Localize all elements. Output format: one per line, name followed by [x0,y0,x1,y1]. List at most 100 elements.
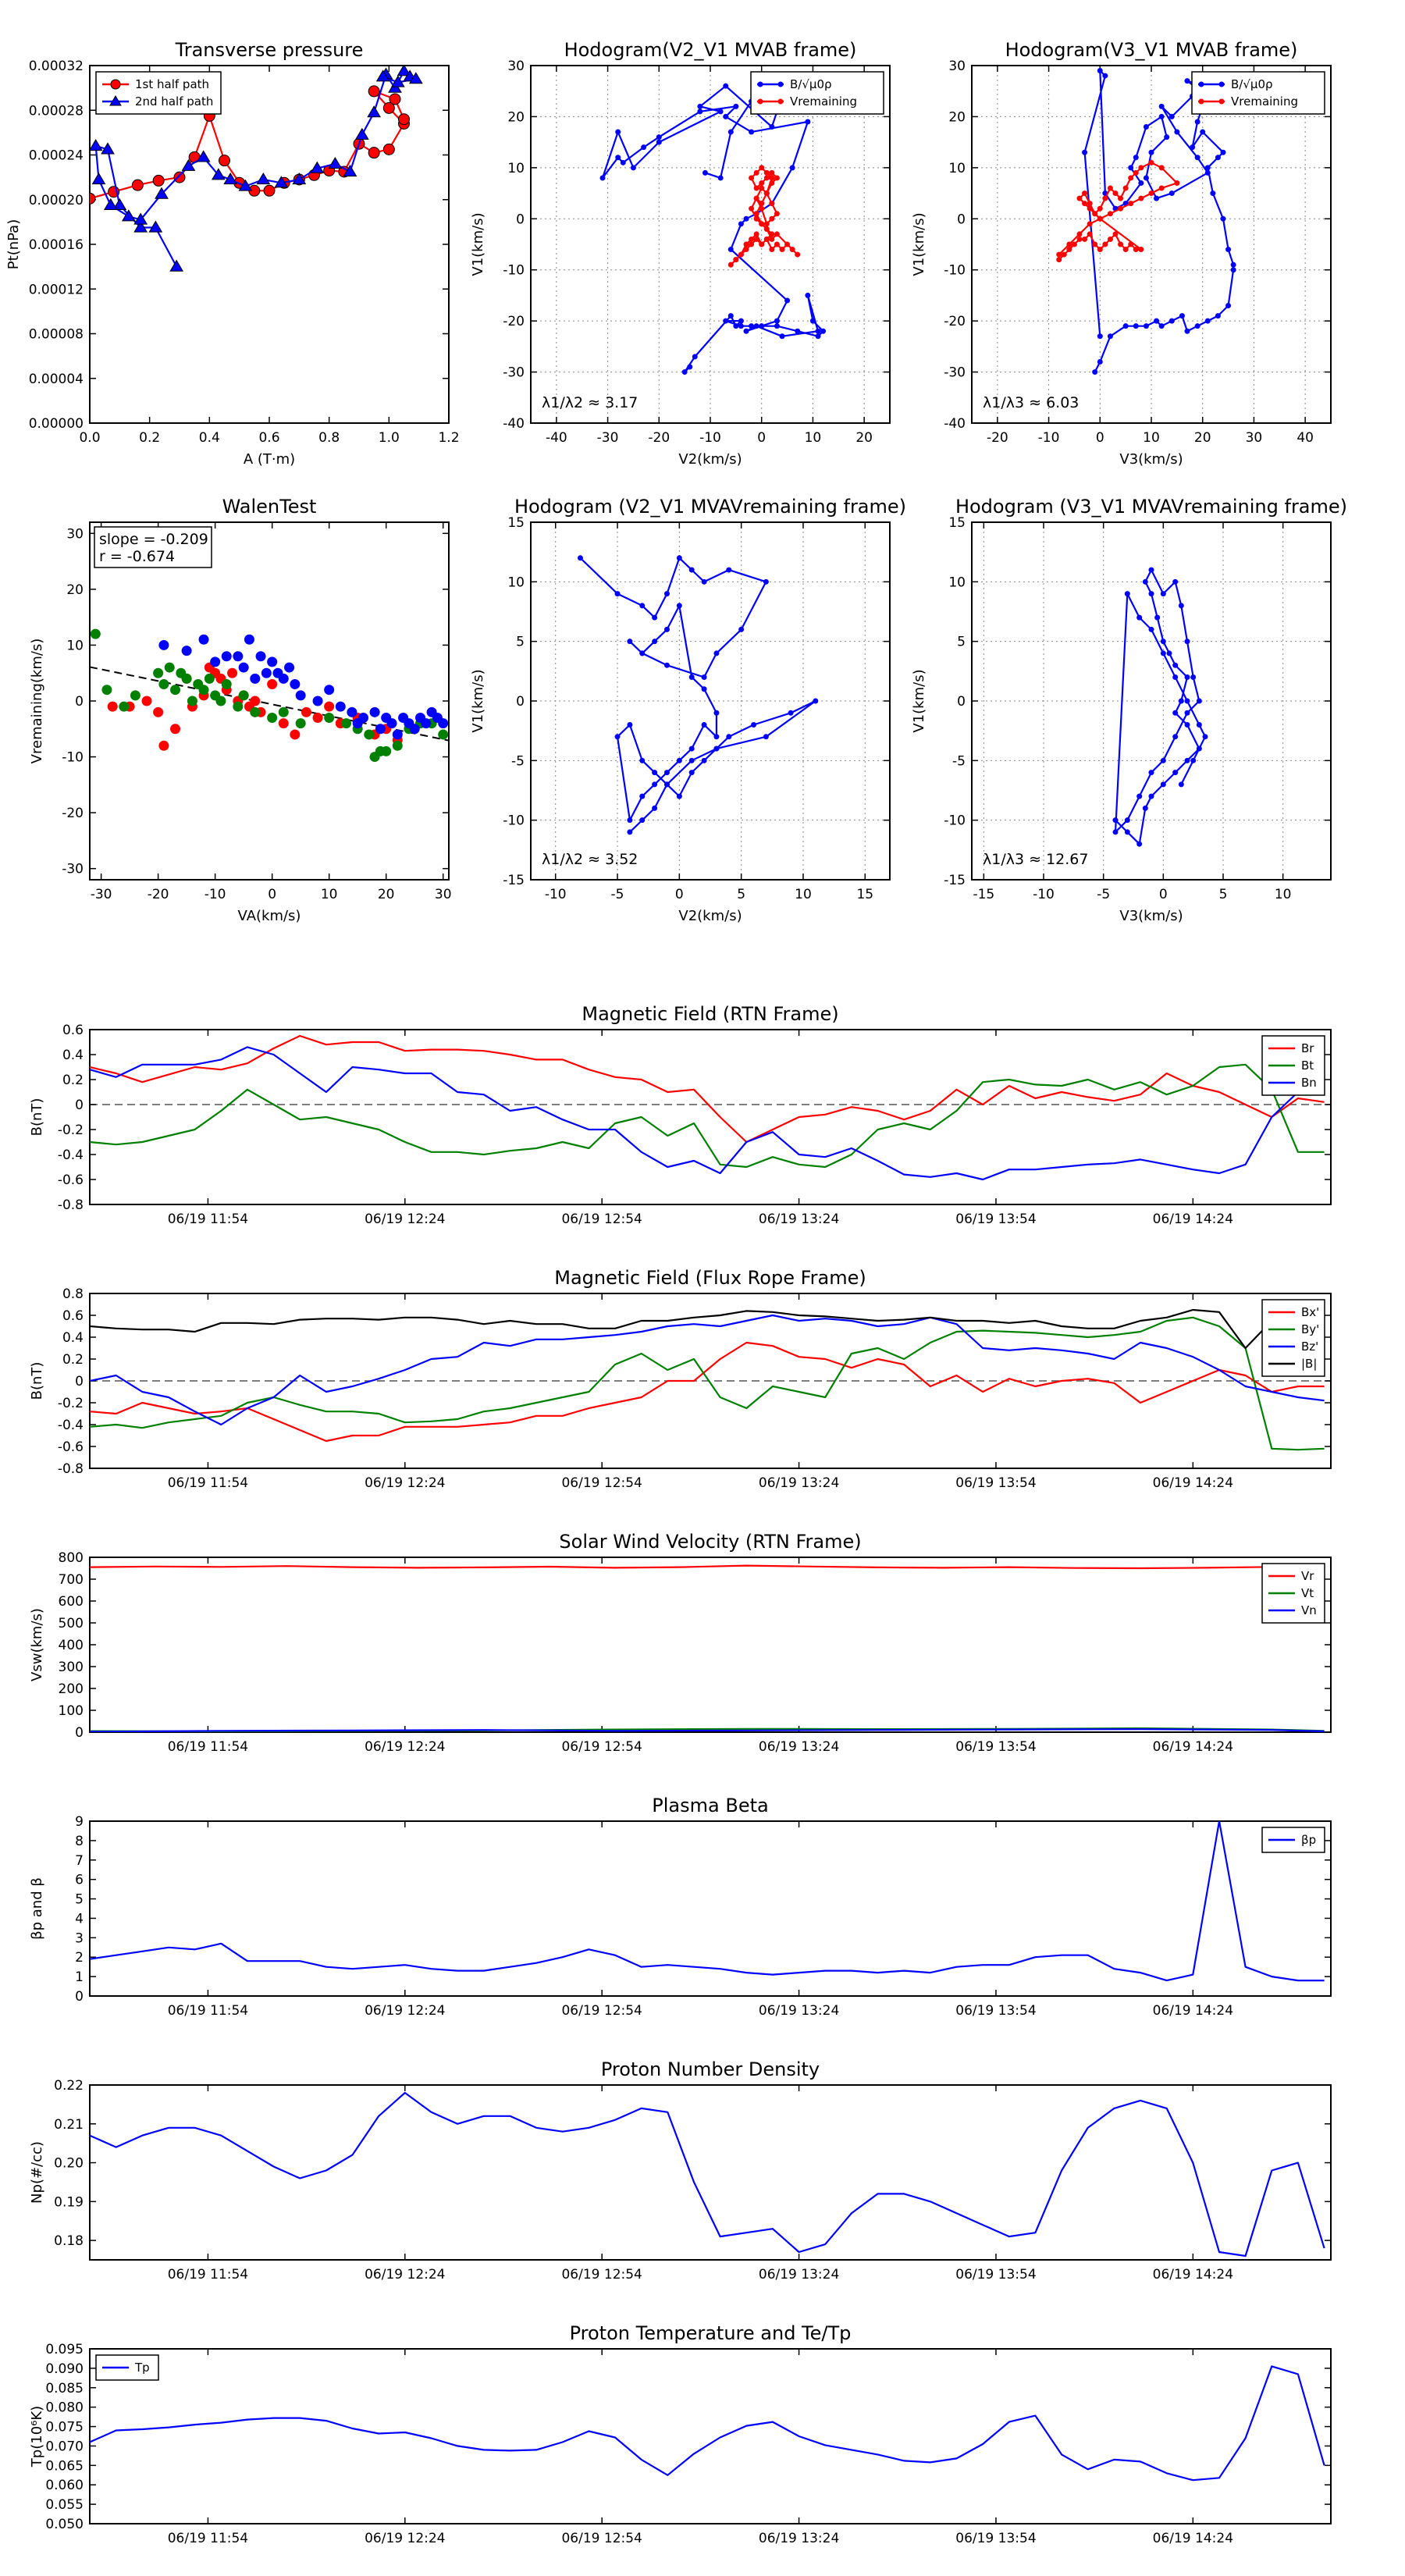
chart-title: Plasma Beta [652,1795,768,1816]
data-point [438,718,449,729]
y-axis-label: Np(#/cc) [29,2141,45,2204]
data-point [1092,241,1098,247]
x-tick-label: 06/19 14:24 [1153,2531,1233,2546]
data-point [615,129,621,135]
data-point [763,226,770,232]
x-tick-label: 06/19 13:24 [759,1212,839,1227]
data-point [713,734,720,740]
data-point [1174,180,1180,186]
data-point [663,591,670,597]
x-tick-label: 1.2 [438,430,459,446]
series-line-vn [90,1728,1325,1732]
legend-label: Vn [1301,1603,1317,1617]
series-line-0 [90,2091,1325,2258]
x-tick-label: 06/19 12:24 [365,2531,445,2546]
data-point [131,179,144,191]
data-point [749,205,755,212]
data-point [769,201,775,207]
data-point [738,626,745,632]
data-point [1174,129,1180,135]
series-line-tp [90,2365,1325,2482]
data-point [769,124,775,130]
data-point [713,745,720,752]
data-point [256,173,271,185]
y-tick-label: 600 [59,1594,84,1610]
data-point [1190,674,1197,680]
legend-label: 2nd half path [135,94,213,109]
data-point [652,770,658,776]
data-point [1082,201,1088,207]
data-point [290,729,301,740]
y-tick-label: 1 [75,1969,84,1985]
x-tick-label: 06/19 12:54 [561,1739,642,1755]
data-point [408,72,423,84]
data-point [769,169,775,176]
series-line-bz- [90,1314,1325,1426]
data-point [278,673,289,684]
data-point [652,805,658,811]
plot-area [90,1564,1325,1732]
data-point [615,155,621,161]
x-tick-label: -5 [611,887,624,902]
chart-walen: -30 -20 -10 0 10 20 30 -30 -20 -10 0 10 20 30 WalenTes… [29,496,452,924]
data-point [676,555,682,561]
plot-area [90,1034,1325,1181]
legend-label: Vremaining [790,94,857,109]
data-point [1128,201,1134,207]
x-axis-label: V2(km/s) [678,451,742,468]
data-point [749,323,755,329]
data-point [1138,195,1144,201]
data-point [753,323,759,329]
data-point [1160,781,1166,788]
data-point [398,113,410,126]
data-point [1076,231,1083,237]
data-point [1092,211,1098,217]
legend: B/√μ0ρ Vremaining [1191,71,1325,115]
x-tick-label: 06/19 13:24 [759,1475,839,1491]
y-tick-label: -0.2 [58,1123,84,1138]
chart-title: Hodogram (V2_V1 MVAVremaining frame) [514,496,906,518]
data-point [1118,241,1124,247]
data-point [759,185,765,191]
data-point [733,103,739,109]
data-point [369,706,380,717]
plot-area [599,83,827,375]
data-point [753,195,759,201]
y-tick-label: 0.22 [54,2078,84,2094]
y-tick-label: -0.6 [58,1439,84,1455]
legend-label: 1st half path [135,77,209,91]
chart-h1: -40 -30 -20 -10 0 10 20 -40 -30 -20 -10 0 10 20 30 Hodo… [470,39,891,468]
data-point [1136,793,1143,799]
data-point [639,817,646,824]
data-point [324,712,335,723]
data-point [627,639,633,645]
data-point [1102,241,1108,247]
x-tick-label: -20 [987,430,1008,446]
data-point [641,144,647,151]
x-tick-label: 06/19 13:24 [759,2003,839,2019]
legend: βp [1261,1827,1325,1853]
plot-frame [89,2348,1332,2524]
y-tick-label: -20 [62,806,84,821]
x-tick-label: 06/19 13:54 [955,2531,1036,2546]
data-point [421,718,432,729]
data-point [713,710,720,716]
data-point [1160,639,1166,645]
data-point [1097,68,1103,74]
legend-label: B/√μ0ρ [790,77,832,91]
data-point [255,651,266,662]
legend-label: Bn [1301,1076,1317,1090]
y-tick-label: 0.065 [45,2458,84,2474]
data-point [133,220,148,233]
y-tick-label: 0.4 [62,1048,84,1063]
data-point [148,220,163,233]
data-point [1172,710,1179,716]
data-point [153,706,164,717]
legend-label: Bt [1301,1059,1314,1073]
data-point [743,215,749,222]
y-tick-label: 10 [948,161,966,176]
data-point [1220,149,1226,155]
data-point [343,164,357,177]
y-tick-label: 8 [75,1834,84,1849]
data-point [753,185,759,191]
